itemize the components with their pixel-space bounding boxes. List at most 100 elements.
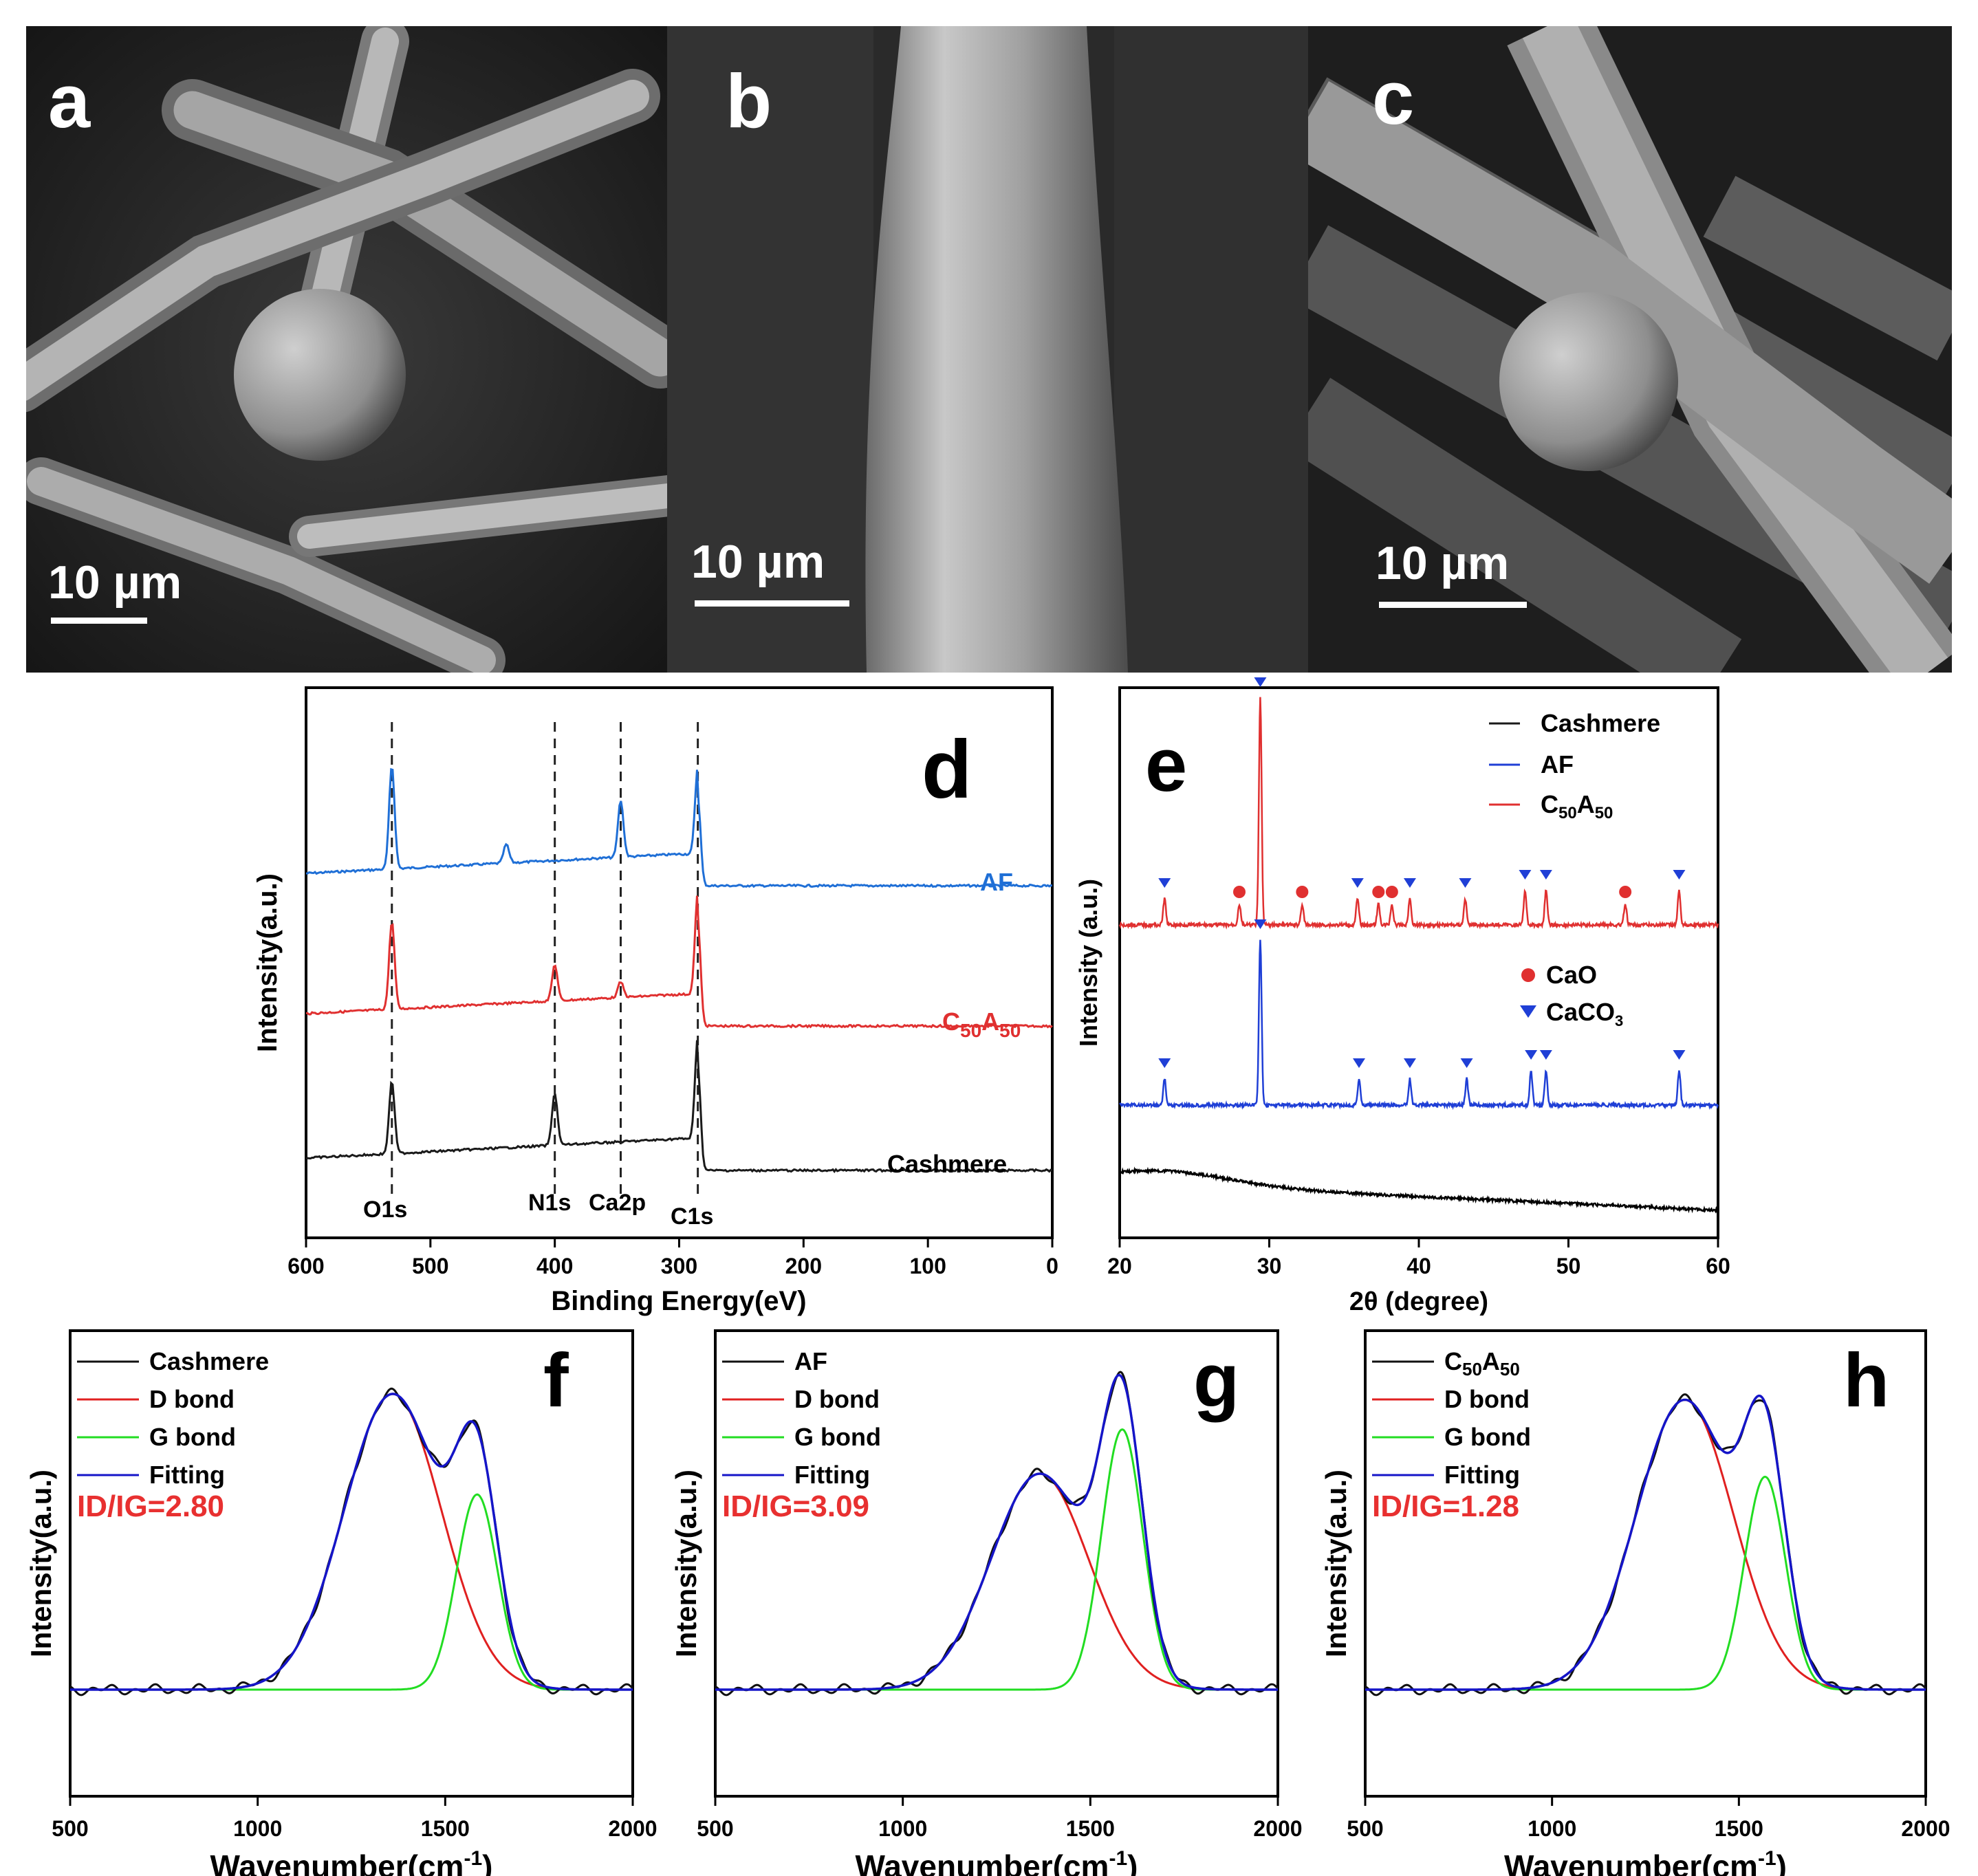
x-tick-label: 500 bbox=[412, 1254, 448, 1278]
caco3-marker bbox=[1158, 1058, 1171, 1068]
chart-e: 20 30 40 50 60 e Cashmere AF C50A50 CaO CaCO… bbox=[1074, 677, 1730, 1316]
caco3-marker bbox=[1519, 870, 1532, 880]
microsphere bbox=[234, 289, 406, 461]
peak-label-o1s: O1s bbox=[363, 1197, 407, 1223]
caco3-marker bbox=[1673, 1050, 1686, 1060]
x-ticks: 600 500 400 300 200 100 0 bbox=[287, 1238, 1058, 1278]
scale-bar-c bbox=[1379, 602, 1527, 608]
caco3-marker bbox=[1460, 1058, 1473, 1068]
x-axis-title: Binding Energy(eV) bbox=[551, 1286, 806, 1316]
peak-label-ca2p: Ca2p bbox=[589, 1190, 646, 1216]
series-label-af: AF bbox=[980, 868, 1013, 896]
x-tick-label: 1000 bbox=[1528, 1816, 1576, 1841]
x-ticks: 20 30 40 50 60 bbox=[1107, 1238, 1730, 1278]
fibers bbox=[26, 26, 667, 673]
chart-h: 500 1000 1500 2000 C50A50 D bond G bond Fitting… bbox=[1320, 1329, 1950, 1876]
caco3-marker bbox=[1673, 870, 1686, 880]
id-ig-ratio: ID/IG=2.80 bbox=[77, 1490, 224, 1523]
x-axis-title: Wavenumber(cm-1) bbox=[856, 1847, 1138, 1876]
series-label-cashmere: Cashmere bbox=[887, 1150, 1007, 1178]
x-tick-label: 0 bbox=[1046, 1254, 1058, 1278]
fiber bbox=[865, 26, 1128, 673]
plot-frame bbox=[714, 1329, 1279, 1798]
caco3-marker bbox=[1459, 878, 1472, 888]
panel-letter-a: a bbox=[48, 59, 91, 144]
x-tick-label: 50 bbox=[1556, 1254, 1581, 1278]
series-line-c50a50 bbox=[305, 895, 1053, 1029]
chart-g: 500 1000 1500 2000 AF D bond G bond FittingID/I… bbox=[670, 1329, 1303, 1876]
legend-label: AF bbox=[794, 1347, 827, 1375]
microsphere bbox=[1499, 292, 1678, 471]
legend-label-af: AF bbox=[1541, 750, 1574, 778]
legend-label: G bond bbox=[794, 1423, 881, 1451]
id-ig-ratio: ID/IG=3.09 bbox=[722, 1490, 869, 1523]
x-axis-title: Wavenumber(cm-1) bbox=[1504, 1847, 1787, 1876]
legend-label: Fitting bbox=[794, 1461, 870, 1489]
x-axis-title: 2θ (degree) bbox=[1349, 1287, 1488, 1316]
x-tick-label: 2000 bbox=[1901, 1816, 1950, 1841]
panel-letter-d: d bbox=[922, 723, 972, 816]
legend-label: D bond bbox=[149, 1385, 235, 1413]
plot-frame bbox=[1364, 1329, 1927, 1798]
caco3-marker bbox=[1254, 919, 1267, 929]
legend-label-cashmere: Cashmere bbox=[1541, 709, 1660, 737]
sem-panel-a: a 10 µm bbox=[26, 26, 667, 673]
legend-label: G bond bbox=[149, 1423, 236, 1451]
panel-letter-h: h bbox=[1843, 1338, 1889, 1423]
scale-bar-label-a: 10 µm bbox=[48, 556, 182, 609]
chart-f: 500 1000 1500 2000 Cashmere D bond G bond Fitti… bbox=[25, 1329, 657, 1876]
series-line-af bbox=[1118, 939, 1719, 1111]
cao-marker bbox=[1296, 886, 1309, 898]
x-tick-label: 500 bbox=[1347, 1816, 1383, 1841]
caco3-marker bbox=[1403, 1058, 1416, 1068]
x-tick-label: 1500 bbox=[421, 1816, 470, 1841]
series-group bbox=[305, 767, 1053, 1173]
caco3-marker bbox=[1525, 1050, 1538, 1060]
scale-bar-label-c: 10 µm bbox=[1376, 537, 1509, 589]
cao-marker bbox=[1233, 886, 1246, 898]
legend-label: D bond bbox=[1444, 1385, 1530, 1413]
plot-frame bbox=[69, 1329, 634, 1798]
x-tick-label: 600 bbox=[287, 1254, 324, 1278]
caco3-marker bbox=[1158, 878, 1171, 888]
panel-letter-f: f bbox=[543, 1338, 569, 1423]
panel-letter-g: g bbox=[1193, 1338, 1239, 1423]
legend-marker-caco3 bbox=[1520, 1005, 1536, 1018]
x-tick-label: 30 bbox=[1257, 1254, 1282, 1278]
scale-bar-a bbox=[51, 618, 147, 624]
reference-lines bbox=[391, 722, 699, 1200]
panel-letter-b: b bbox=[726, 59, 772, 144]
legend-label-cao: CaO bbox=[1546, 961, 1597, 989]
x-tick-label: 2000 bbox=[608, 1816, 657, 1841]
caco3-marker bbox=[1351, 878, 1364, 888]
series-group bbox=[1118, 677, 1719, 1214]
y-axis-title: Intensity(a.u.) bbox=[252, 873, 283, 1052]
plot-frame bbox=[1118, 686, 1719, 1239]
cao-marker bbox=[1619, 886, 1632, 898]
fitting-curve bbox=[715, 1373, 1278, 1691]
series-line-cashmere bbox=[1119, 1166, 1719, 1214]
id-ig-ratio: ID/IG=1.28 bbox=[1372, 1490, 1519, 1523]
caco3-marker bbox=[1539, 1050, 1552, 1060]
x-tick-label: 20 bbox=[1107, 1254, 1132, 1278]
legend-label: Cashmere bbox=[149, 1347, 269, 1375]
series-line-cashmere bbox=[305, 1040, 1053, 1173]
cao-marker bbox=[1385, 886, 1398, 898]
scale-bar-b bbox=[695, 600, 849, 607]
legend: Cashmere AF C50A50 CaO CaCO3 bbox=[1489, 709, 1660, 1029]
cao-marker bbox=[1372, 886, 1385, 898]
legend-label: G bond bbox=[1444, 1423, 1531, 1451]
series-line-af bbox=[305, 767, 1053, 888]
x-axis-title: Wavenumber(cm-1) bbox=[210, 1847, 493, 1876]
peak-label-n1s: N1s bbox=[528, 1190, 571, 1216]
x-tick-label: 1500 bbox=[1066, 1816, 1115, 1841]
x-tick-label: 1500 bbox=[1715, 1816, 1763, 1841]
x-tick-label: 40 bbox=[1406, 1254, 1431, 1278]
legend-marker-cao bbox=[1521, 968, 1535, 982]
y-axis-title: Intensity(a.u.) bbox=[1320, 1470, 1352, 1657]
peak-label-c1s: C1s bbox=[671, 1203, 713, 1230]
legend-label-caco3: CaCO3 bbox=[1546, 998, 1623, 1029]
sem-panel-b: b 10 µm bbox=[667, 26, 1308, 673]
legend-label: Fitting bbox=[1444, 1461, 1520, 1489]
